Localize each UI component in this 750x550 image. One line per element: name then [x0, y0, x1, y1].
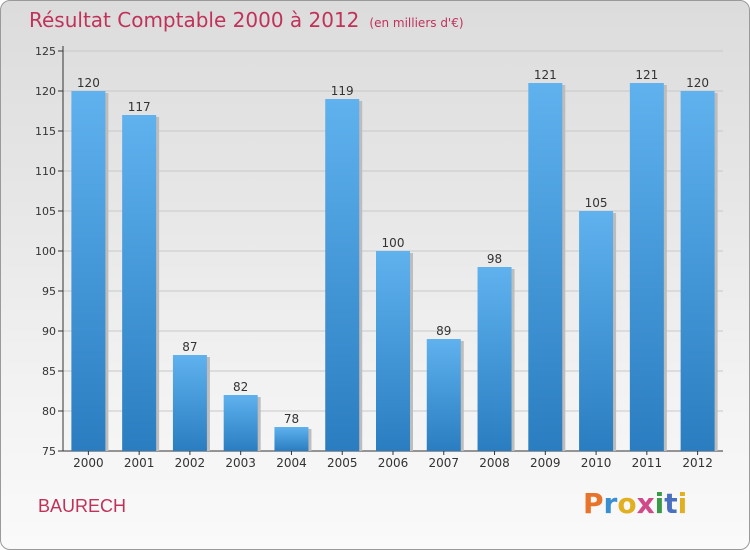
bar: [477, 267, 512, 451]
y-tick-label: 110: [35, 165, 56, 178]
x-tick-label: 2005: [327, 456, 358, 470]
logo-letter: P: [583, 487, 604, 520]
bar: [629, 83, 664, 451]
bar: [122, 115, 157, 451]
y-tick-label: 90: [42, 325, 56, 338]
y-tick-label: 80: [42, 405, 56, 418]
x-tick-label: 2007: [428, 456, 459, 470]
bar-value-label: 120: [686, 76, 709, 90]
bar: [376, 251, 410, 451]
y-tick-label: 120: [35, 85, 56, 98]
y-tick-label: 105: [35, 205, 56, 218]
x-tick-labels: 2000 2001 2002 2003 2004 2005 2006 2007 2008 2009…: [73, 451, 713, 470]
bar-value-label: 87: [182, 340, 197, 354]
logo-letter: x: [636, 487, 655, 520]
x-tick-label: 2003: [225, 456, 256, 470]
bar-value-label: 121: [635, 68, 658, 82]
bar-value-label: 89: [436, 324, 451, 338]
y-tick-label: 75: [42, 445, 56, 458]
value-labels: 120 117 87 82 78 119 100 89 98 121 105 121 120: [77, 68, 709, 426]
chart-title-text: Résultat Comptable 2000 à 2012: [29, 8, 360, 32]
y-tick-labels: 75 80 85 90 95 100 105 110 115 120 125: [35, 45, 56, 458]
bar-value-label: 117: [128, 100, 151, 114]
y-tick-label: 115: [35, 125, 56, 138]
x-tick-label: 2004: [276, 456, 307, 470]
bar: [223, 395, 258, 451]
logo-letter: t: [664, 487, 678, 520]
x-tick-label: 2010: [581, 456, 612, 470]
logo-letter: o: [617, 487, 637, 520]
logo-letter: i: [677, 487, 688, 520]
bar-value-label: 119: [331, 84, 354, 98]
bar-value-label: 100: [382, 236, 405, 250]
bar: [528, 83, 563, 451]
x-tick-label: 2008: [479, 456, 510, 470]
bar: [426, 339, 461, 451]
bar-value-label: 121: [534, 68, 557, 82]
bar: [274, 427, 309, 451]
chart-title: Résultat Comptable 2000 à 2012 (en millie…: [29, 8, 464, 32]
y-tick-label: 95: [42, 285, 56, 298]
bar: [680, 91, 715, 451]
x-tick-label: 2011: [632, 456, 663, 470]
logo-letter: r: [603, 487, 618, 520]
x-tick-label: 2000: [73, 456, 104, 470]
bar-value-label: 105: [585, 196, 608, 210]
bar-value-label: 82: [233, 380, 248, 394]
commune-name: BAURECH: [38, 496, 127, 516]
bar-value-label: 78: [284, 412, 299, 426]
y-tick-label: 125: [35, 45, 56, 58]
bar: [325, 99, 360, 451]
bar: [579, 211, 614, 451]
y-tick-label: 100: [35, 245, 56, 258]
chart-subtitle: (en milliers d'€): [369, 16, 464, 30]
bar: [71, 91, 106, 451]
x-tick-label: 2002: [175, 456, 206, 470]
y-tick-label: 85: [42, 365, 56, 378]
x-tick-label: 2009: [530, 456, 561, 470]
x-tick-label: 2001: [124, 456, 155, 470]
bars: [71, 83, 718, 451]
x-tick-label: 2012: [682, 456, 713, 470]
bar-value-label: 120: [77, 76, 100, 90]
bar-value-label: 98: [487, 252, 502, 266]
x-tick-label: 2006: [378, 456, 409, 470]
logo-letter: i: [654, 487, 665, 520]
bar: [172, 355, 207, 451]
proxiti-logo: Proxiti: [583, 487, 687, 520]
